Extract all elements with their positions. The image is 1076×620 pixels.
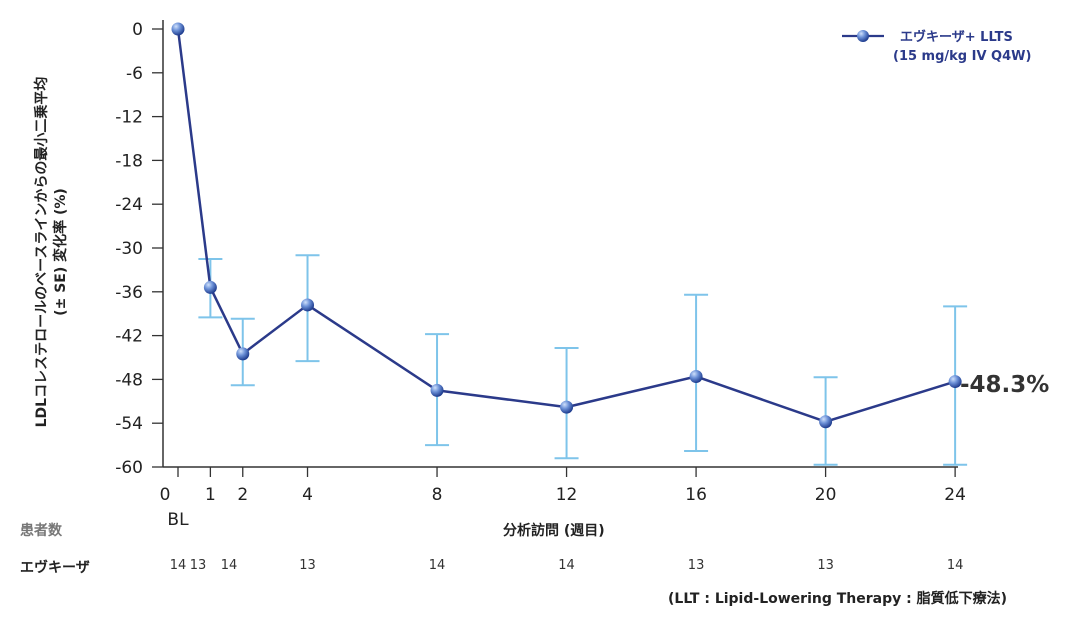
patient-count: 14 (169, 558, 187, 573)
legend-marker (857, 30, 869, 42)
y-tick-label: -30 (115, 239, 143, 259)
x-tick-label: 16 (685, 485, 707, 505)
patient-count: 13 (299, 558, 316, 573)
y-axis-label: LDLコレステロールのベースラインからの最小二乗平均 (± SE) 変化率 (%… (33, 77, 69, 428)
y-tick-label: -24 (115, 195, 143, 215)
y-tick-label: -18 (115, 151, 143, 171)
patient-count: 13 (189, 558, 207, 573)
data-point (430, 383, 444, 397)
data-point (203, 280, 217, 294)
data-point (171, 22, 185, 36)
y-tick-label: -60 (115, 458, 143, 478)
patient-count: 14 (428, 558, 446, 573)
x-tick-label: 0 (160, 485, 171, 505)
x-tick-label: 2 (237, 485, 248, 505)
footnote: (LLT : Lipid-Lowering Therapy : 脂質低下療法) (668, 591, 1007, 607)
x-tick-label: 8 (432, 485, 443, 505)
data-point (301, 298, 315, 312)
data-point (819, 415, 833, 429)
y-axis-label-line1: LDLコレステロールのベースラインからの最小二乗平均 (33, 77, 50, 428)
y-tick-label: -42 (115, 327, 143, 347)
y-tick-label: -54 (115, 414, 143, 434)
x-axis-label: 分析訪問 (週目) (503, 523, 605, 539)
y-ticks: 0 -6 -12 -18 -24 -30 -36 -42 -48 -54 -60 (115, 20, 163, 478)
y-tick-label: 0 (132, 20, 143, 40)
x-tick-label: 1 (205, 485, 216, 505)
patient-count: 14 (558, 558, 575, 573)
patients-header: 患者数 (20, 523, 62, 539)
legend-series-dose: (15 mg/kg IV Q4W) (893, 49, 1031, 64)
y-tick-label: -6 (126, 64, 143, 84)
legend: エヴキーザ+ LLTS (15 mg/kg IV Q4W) (842, 29, 1031, 64)
y-tick-label: -48 (115, 370, 143, 390)
x-tick-label: 20 (815, 485, 837, 505)
data-point (689, 369, 703, 383)
x-tick-label: 4 (302, 485, 313, 505)
patient-count: 13 (687, 558, 705, 573)
legend-series-name: エヴキーザ+ LLTS (900, 29, 1013, 45)
patient-count: 14 (220, 558, 238, 573)
data-points (171, 22, 962, 429)
patient-count: 14 (946, 558, 964, 573)
axes (162, 20, 958, 468)
y-axis-label-line2: (± SE) 変化率 (%) (52, 188, 69, 316)
y-tick-label: -12 (115, 108, 143, 128)
x-tick-label: 24 (944, 485, 966, 505)
final-value-annotation: -48.3% (960, 372, 1049, 398)
patient-count: 13 (817, 558, 834, 573)
error-bars (198, 254, 968, 466)
patients-row-label: エヴキーザ (20, 560, 90, 576)
data-point (236, 347, 250, 361)
y-tick-label: -36 (115, 283, 143, 303)
baseline-label: BL (167, 510, 189, 530)
x-tick-label: 12 (556, 485, 578, 505)
data-point (948, 375, 962, 389)
data-point (560, 400, 574, 414)
